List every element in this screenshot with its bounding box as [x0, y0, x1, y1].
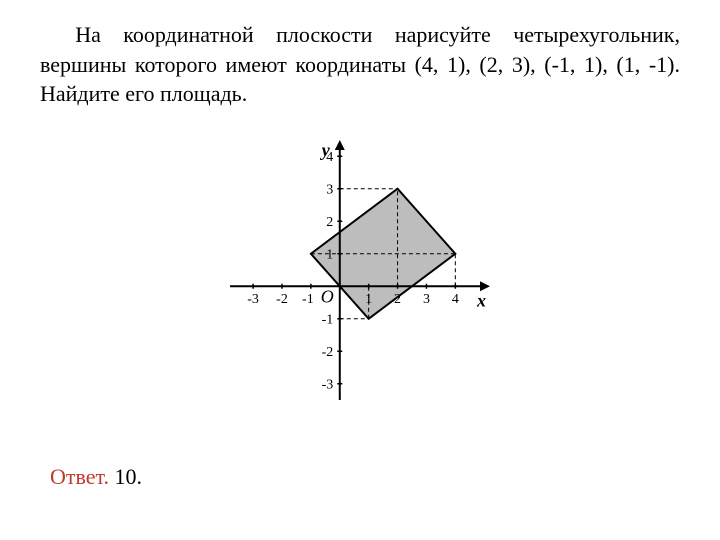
svg-text:1: 1	[326, 248, 333, 263]
page: На координатной плоскости нарисуйте четы…	[0, 0, 720, 540]
svg-text:-3: -3	[322, 378, 334, 393]
svg-text:3: 3	[423, 292, 430, 307]
svg-text:O: O	[321, 286, 334, 306]
answer-label: Ответ.	[50, 464, 109, 489]
svg-text:2: 2	[394, 292, 401, 307]
answer-line: Ответ. 10.	[50, 464, 142, 490]
answer-value: 10.	[115, 464, 143, 489]
coordinate-figure: -3-2-11234-3-2-11234Oxy	[0, 140, 720, 400]
svg-text:2: 2	[326, 215, 333, 230]
svg-text:x: x	[476, 290, 486, 310]
svg-text:1: 1	[365, 292, 372, 307]
svg-text:-3: -3	[247, 292, 259, 307]
svg-text:-1: -1	[322, 313, 334, 328]
svg-text:4: 4	[452, 292, 459, 307]
svg-text:y: y	[320, 140, 331, 160]
coordinate-plot-svg: -3-2-11234-3-2-11234Oxy	[230, 140, 490, 400]
svg-text:3: 3	[326, 183, 333, 198]
svg-text:-2: -2	[276, 292, 288, 307]
svg-text:-1: -1	[302, 292, 314, 307]
svg-text:-2: -2	[322, 345, 334, 360]
problem-text: На координатной плоскости нарисуйте четы…	[40, 20, 680, 109]
